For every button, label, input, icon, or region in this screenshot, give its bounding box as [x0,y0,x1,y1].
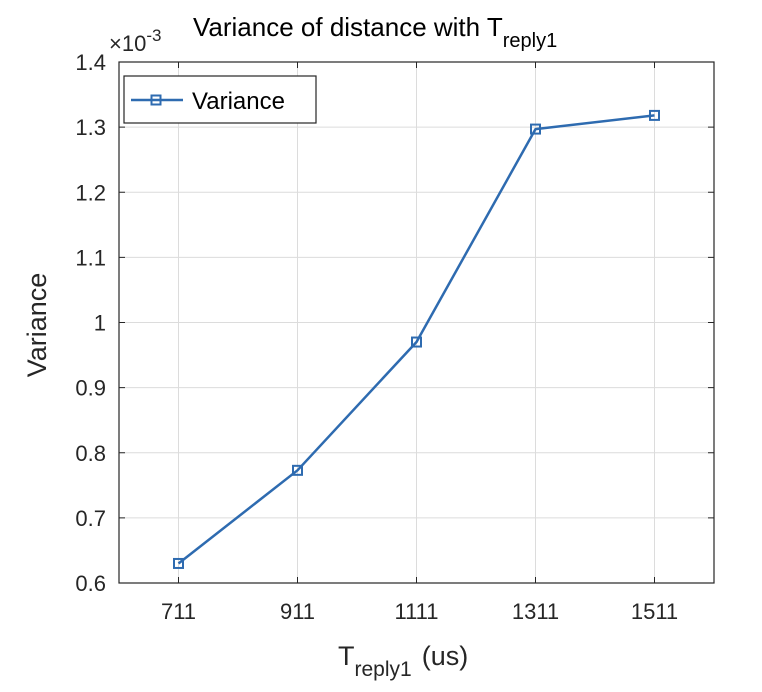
legend-marker-sample [150,94,162,106]
x-tick-label: 1511 [631,599,678,624]
y-tick-label: 0.7 [75,506,106,531]
ticks [119,61,714,584]
data-point [530,123,541,135]
y-exponent-label: ×10-3 [109,26,161,56]
data-point [411,336,422,348]
y-tick-label: 1.2 [75,180,106,205]
grid [119,61,714,584]
y-tick-label: 0.6 [75,571,106,596]
series [173,109,660,569]
y-tick-labels: 0.6 0.7 0.8 0.9 1 1.1 1.2 1.3 1.4 [75,50,106,596]
x-axis-title: Treply1 (us) [338,641,468,681]
data-point [649,109,660,121]
x-tick-labels: 711 911 1111 1311 1511 [161,599,678,624]
x-tick-label: 711 [161,599,196,624]
y-tick-label: 1.3 [75,115,106,140]
data-point [292,464,303,476]
y-tick-label: 1.1 [75,245,106,270]
legend-label-variance: Variance [192,88,285,115]
y-axis-title: Variance [22,273,52,378]
y-tick-label: 0.9 [75,376,106,401]
y-tick-label: 0.8 [75,441,106,466]
x-tick-label: 1111 [394,599,438,624]
data-point [173,557,184,569]
legend: Variance [123,75,317,124]
x-tick-label: 1311 [512,599,559,624]
x-tick-label: 911 [280,599,315,624]
y-tick-label: 1 [94,311,106,336]
series-line [177,114,655,565]
y-tick-label: 1.4 [75,50,106,75]
chart-title: Variance of distance with Treply1 [193,12,557,52]
